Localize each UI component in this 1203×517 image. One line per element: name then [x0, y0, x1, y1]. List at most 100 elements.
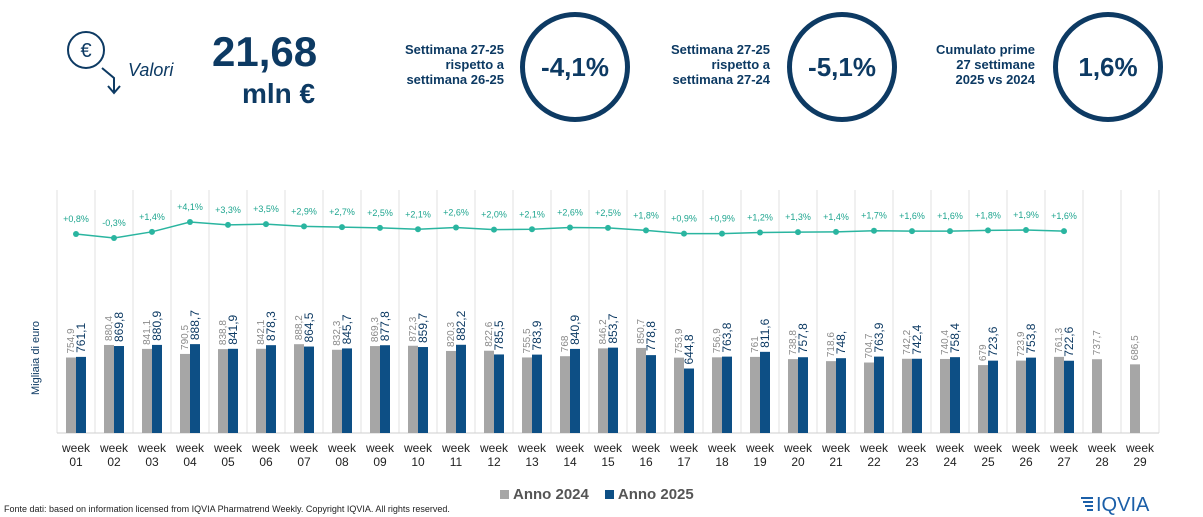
growth-point [795, 229, 801, 236]
growth-point [149, 228, 155, 235]
bar-2025 [266, 345, 276, 433]
data-label-2025: 753,8 [1024, 323, 1038, 353]
bar-2025 [608, 347, 618, 433]
x-tick-label: 24 [943, 455, 957, 469]
data-label-2024: 869,3 [370, 317, 381, 342]
data-label-2025: 757,8 [796, 323, 810, 353]
data-label-2025: 785,5 [492, 320, 506, 350]
x-tick-label: week [1011, 441, 1041, 455]
data-label-2024: 850,7 [636, 318, 647, 343]
comparison-1-line-2: rispetto a [445, 57, 504, 72]
x-tick-label: week [859, 441, 889, 455]
bar-2024 [1130, 364, 1140, 433]
source-footnote: Fonte dati: based on information license… [4, 504, 450, 514]
growth-point [187, 219, 193, 225]
bar-2024 [788, 359, 798, 433]
growth-point [529, 226, 535, 233]
bar-2024 [218, 349, 228, 433]
x-tick-label: 29 [1133, 455, 1147, 469]
kpi-value: 21,68 [212, 28, 318, 75]
x-tick-label: week [593, 441, 623, 455]
comparison-1-value: -4,1% [520, 12, 630, 122]
growth-point [567, 224, 573, 231]
bar-2025 [380, 345, 390, 433]
growth-label: +1,9% [1013, 210, 1039, 220]
x-tick-label: 12 [487, 455, 501, 469]
x-tick-label: week [1125, 441, 1155, 455]
bar-2024 [484, 350, 494, 433]
x-tick-label: week [517, 441, 547, 455]
comparison-2-value: -5,1% [787, 12, 897, 122]
bar-2025 [532, 354, 542, 433]
legend-item-2024: Anno 2024 [500, 486, 589, 503]
bar-2024 [66, 357, 76, 433]
data-label-2025: 859,7 [416, 313, 430, 343]
growth-point [719, 230, 725, 237]
bar-2025 [456, 344, 466, 433]
comparison-3-value: 1,6% [1053, 12, 1163, 122]
x-tick-label: 14 [563, 455, 577, 469]
x-tick-label: week [137, 441, 167, 455]
comparison-3-text: Cumulato prime 27 settimane 2025 vs 2024 [895, 42, 1035, 87]
data-label-2025: 742,4 [910, 324, 924, 354]
x-tick-label: 17 [677, 455, 691, 469]
growth-point [1061, 228, 1067, 235]
x-tick-label: 18 [715, 455, 729, 469]
growth-label: +1,2% [747, 213, 773, 223]
bar-2025 [836, 358, 846, 433]
comparison-2-line-2: rispetto a [711, 57, 770, 72]
x-tick-label: 02 [107, 455, 121, 469]
x-tick-label: week [61, 441, 91, 455]
data-label-2024: 842,1 [256, 319, 267, 344]
data-label-2024: 704,7 [864, 333, 875, 358]
growth-label: +1,8% [633, 210, 659, 220]
growth-label: +2,0% [481, 210, 507, 220]
legend-item-2025: Anno 2025 [604, 486, 694, 503]
x-tick-label: 28 [1095, 455, 1109, 469]
bar-2024 [370, 346, 380, 433]
x-tick-label: week [99, 441, 129, 455]
data-label-2025: 748, [834, 331, 848, 354]
bar-2024 [294, 344, 304, 433]
comparison-1-line-3: settimana 26-25 [406, 72, 504, 87]
growth-point [339, 224, 345, 231]
bar-2025 [228, 348, 238, 433]
x-tick-label: week [1049, 441, 1079, 455]
growth-label: +2,6% [443, 207, 469, 217]
x-tick-label: 07 [297, 455, 311, 469]
comparison-3-line-2: 27 settimane [956, 57, 1035, 72]
growth-label: +1,8% [975, 210, 1001, 220]
growth-point [1023, 227, 1029, 233]
data-label-2024: 838,8 [218, 320, 229, 345]
data-label-2024: 761 [750, 336, 761, 353]
bar-2025 [114, 346, 124, 433]
growth-label: +2,1% [405, 209, 431, 219]
bar-2025 [760, 351, 770, 433]
growth-point [985, 227, 991, 234]
growth-point [73, 231, 79, 237]
data-label-2025: 761,1 [74, 323, 88, 353]
x-tick-label: 11 [450, 455, 463, 469]
growth-point [909, 228, 915, 235]
comparison-3-line-3: 2025 vs 2024 [955, 72, 1035, 87]
data-label-2024: 740,4 [940, 329, 951, 354]
data-label-2024: 754,9 [66, 328, 77, 353]
data-label-2025: 841,9 [226, 314, 240, 344]
bar-2025 [342, 348, 352, 433]
data-label-2025: 877,8 [378, 311, 392, 341]
x-tick-label: week [403, 441, 433, 455]
legend: Anno 2024 Anno 2025 [500, 486, 694, 503]
comparison-2-text: Settimana 27-25 rispetto a settimana 27-… [630, 42, 770, 87]
growth-label: +1,6% [899, 211, 925, 221]
x-tick-label: 06 [259, 455, 273, 469]
growth-point [225, 221, 231, 228]
x-tick-label: 08 [335, 455, 349, 469]
legend-swatch-2024 [500, 490, 509, 499]
data-label-2024: 841,1 [142, 319, 153, 344]
bar-2024 [256, 348, 266, 433]
x-tick-label: week [1087, 441, 1117, 455]
x-tick-label: 27 [1057, 455, 1071, 469]
data-label-2024: 761,3 [1054, 327, 1065, 352]
data-label-2025: 840,9 [568, 315, 582, 345]
data-label-2024: 753,9 [674, 328, 685, 353]
